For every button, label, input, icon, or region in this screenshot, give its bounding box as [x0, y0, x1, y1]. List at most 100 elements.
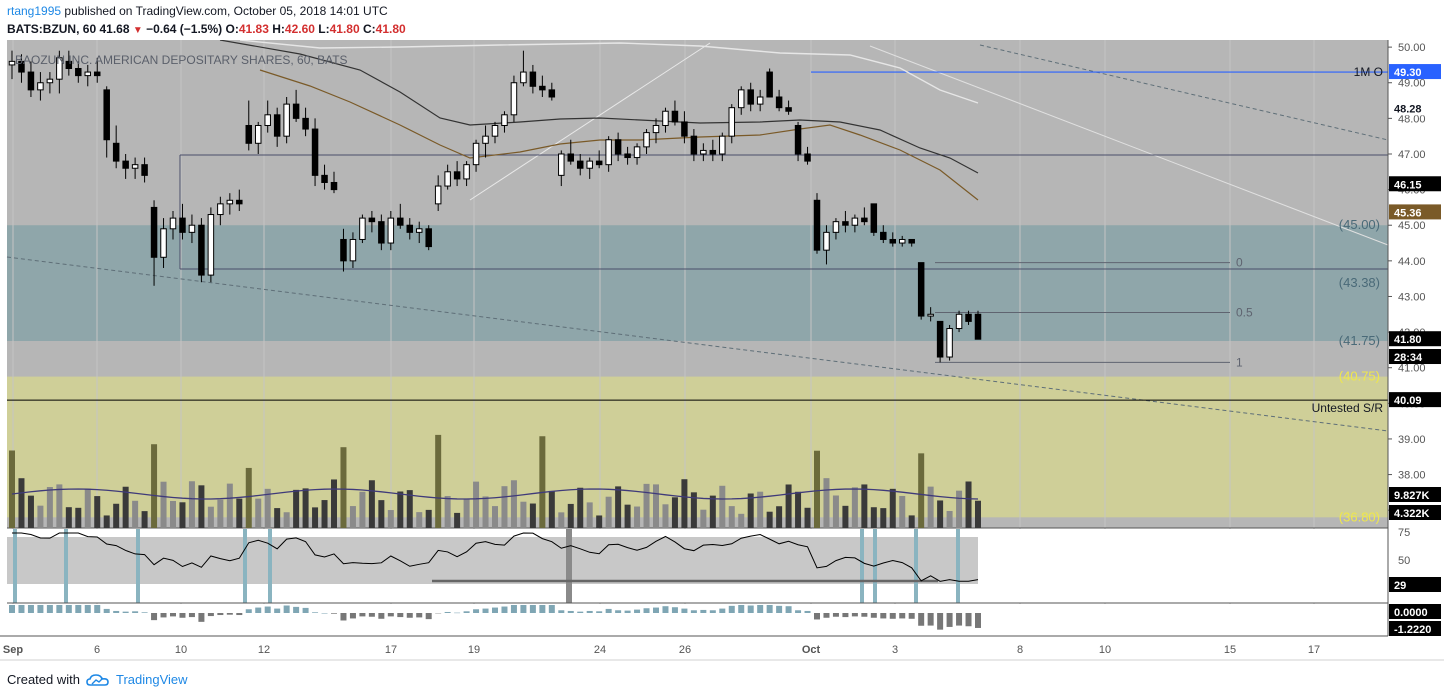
macd-badge-bg	[1389, 621, 1441, 636]
candle-down	[595, 160, 603, 166]
candle-down	[908, 238, 915, 244]
volume-bar	[937, 500, 944, 528]
candle-down	[93, 71, 101, 77]
drawings-layer: 1M O Untested S/R 0 0.5 1 (45.00) (43.38) (41.7…	[6, 40, 1389, 524]
y-tick-label: 44.00	[1398, 256, 1426, 268]
fib-label: 1	[1236, 355, 1243, 369]
volume-bar	[842, 505, 849, 528]
candle-up	[37, 82, 44, 91]
candle-down	[870, 203, 878, 233]
zone-label: (36.80)	[1339, 509, 1380, 524]
candle-down	[75, 67, 82, 77]
macd-hist-bar	[359, 613, 366, 617]
macd-hist-bar	[340, 613, 347, 621]
candle-down	[65, 60, 73, 69]
macd-hist-bar	[804, 610, 811, 613]
volume-bar	[908, 515, 915, 528]
candle-up	[463, 164, 470, 180]
volume-bar	[217, 499, 224, 528]
volume-bar	[757, 491, 764, 528]
candle-down	[965, 313, 972, 322]
candle-up	[832, 221, 840, 233]
volume-bar	[927, 486, 934, 528]
price-badge-bg	[1389, 100, 1441, 116]
candle-up	[160, 228, 167, 258]
volume-badge-bg	[1389, 487, 1441, 502]
macd-hist-bar	[624, 610, 631, 613]
candle-up	[501, 114, 508, 126]
candle-up	[84, 71, 92, 77]
macd-hist-bar	[264, 606, 271, 613]
macd-hist-bar	[141, 612, 148, 613]
candle-up	[652, 124, 660, 134]
macd-hist-bar	[406, 613, 413, 618]
time-axis: Sep 6 10 12 17 19 24 26 Oct 3 8 10 15 17	[0, 635, 1444, 661]
macd-hist-bar	[615, 610, 622, 613]
author-link[interactable]: rtang1995	[7, 4, 62, 18]
ma-slow	[219, 40, 979, 174]
volume-bar	[9, 450, 15, 528]
volume-bar	[103, 515, 110, 528]
macd-pane	[7, 604, 1388, 637]
candle-down	[122, 160, 129, 169]
rsi-band	[7, 537, 978, 584]
macd-hist-bar	[283, 605, 290, 613]
candle-down	[880, 231, 887, 240]
zone-label: (40.75)	[1339, 369, 1380, 384]
macd-hist-bar	[946, 613, 953, 627]
y-tick-label: 47.00	[1398, 149, 1426, 161]
x-tick-label: 10	[1099, 644, 1111, 656]
macd-hist-bar	[662, 606, 669, 613]
volume-bar	[349, 506, 356, 528]
y-tick-label: 39.00	[1398, 434, 1426, 446]
publish-line: rtang1995 published on TradingView.com, …	[7, 4, 388, 18]
volume-bar	[274, 508, 281, 528]
chart-canvas[interactable]: 1M O Untested S/R 0 0.5 1 (45.00) (43.38) (41.7…	[0, 40, 1444, 662]
rsi-badge: 29	[1394, 580, 1406, 592]
candle-up	[643, 132, 650, 148]
volume-bar	[709, 495, 716, 528]
candle-up	[472, 142, 480, 166]
tradingview-link[interactable]: TradingView	[115, 672, 188, 687]
candle-down	[292, 103, 300, 119]
volume-bar	[151, 444, 158, 528]
volume-bar	[425, 509, 432, 528]
macd-hist-bar	[548, 605, 555, 613]
candle-down	[576, 160, 584, 169]
macd-hist-bar	[520, 605, 527, 613]
volume-bar	[738, 513, 745, 528]
rsi-marker-bar	[566, 529, 572, 603]
volume-bar	[378, 500, 385, 528]
rsi-signal-bar	[64, 529, 68, 603]
chart-title: BAOZUN INC. AMERICAN DEPOSITARY SHARES, …	[15, 53, 348, 67]
volume-bar	[946, 510, 953, 528]
volume-bar	[814, 450, 820, 528]
macd-hist-bar	[302, 607, 309, 613]
open-value: 41.83	[238, 22, 269, 36]
macd-hist-bar	[927, 613, 934, 626]
y-tick-label: 43.00	[1398, 291, 1426, 303]
macd-hist-bar	[236, 613, 243, 616]
macd-hist-bar	[814, 613, 820, 620]
macd-hist-bar	[321, 613, 328, 614]
candle-up	[264, 114, 271, 126]
trend-line-light	[869, 45, 1389, 246]
candle-down	[179, 217, 186, 233]
fib-label: 0	[1236, 256, 1243, 270]
macd-hist-bar	[416, 613, 423, 618]
candle-up	[359, 217, 366, 240]
macd-hist-bar	[312, 612, 319, 613]
macd-hist-bar	[198, 613, 205, 622]
volume-bar	[27, 495, 34, 528]
macd-hist-bar	[226, 613, 233, 615]
volume-bar	[624, 504, 631, 528]
macd-hist-bar	[179, 613, 186, 618]
high-value: 42.60	[284, 22, 315, 36]
volume-bar	[899, 495, 906, 528]
macd-hist-bar	[510, 605, 517, 613]
zone-label: (45.00)	[1339, 217, 1380, 232]
volume-ma-line	[11, 488, 979, 500]
rsi-signal-bar	[268, 529, 272, 603]
volume-bar	[501, 486, 508, 528]
volume-bar	[492, 506, 498, 528]
